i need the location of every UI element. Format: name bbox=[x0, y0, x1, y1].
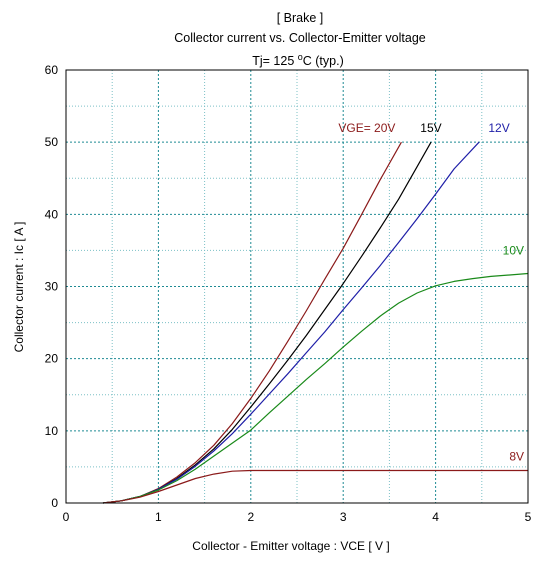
series-label-10v: 10V bbox=[503, 244, 524, 258]
series-label-vge-20v: VGE= 20V bbox=[338, 121, 395, 135]
x-tick-label: 1 bbox=[155, 510, 162, 524]
x-tick-label: 0 bbox=[63, 510, 70, 524]
x-tick-label: 4 bbox=[432, 510, 439, 524]
chart-title-line2: Collector current vs. Collector-Emitter … bbox=[174, 31, 426, 45]
x-tick-label: 5 bbox=[525, 510, 532, 524]
series-label-8v: 8V bbox=[509, 450, 524, 464]
y-tick-label: 60 bbox=[45, 63, 59, 77]
condition-prefix: Tj= 125 bbox=[252, 54, 298, 68]
series-label-15v: 15V bbox=[420, 121, 441, 135]
x-axis-label: Collector - Emitter voltage : VCE [ V ] bbox=[192, 539, 389, 553]
series-line-8v bbox=[103, 471, 528, 504]
condition-suffix: C (typ.) bbox=[303, 54, 344, 68]
y-tick-label: 30 bbox=[45, 280, 59, 294]
y-tick-labels: 0 10 20 30 40 50 60 bbox=[45, 63, 59, 510]
series-line-10v bbox=[103, 274, 528, 504]
chart-title-line1: [ Brake ] bbox=[277, 11, 324, 25]
series-label-12v: 12V bbox=[488, 121, 509, 135]
y-tick-label: 10 bbox=[45, 424, 59, 438]
grid bbox=[66, 70, 528, 503]
series-curves bbox=[103, 142, 528, 503]
y-tick-label: 50 bbox=[45, 135, 59, 149]
y-axis-label: Collector current : Ic [ A ] bbox=[12, 222, 26, 353]
y-tick-label: 0 bbox=[51, 496, 58, 510]
y-tick-label: 40 bbox=[45, 207, 59, 221]
series-labels: VGE= 20V 15V 12V 10V 8V bbox=[338, 121, 524, 463]
x-tick-label: 3 bbox=[340, 510, 347, 524]
y-tick-label: 20 bbox=[45, 352, 59, 366]
x-tick-labels: 0 1 2 3 4 5 bbox=[63, 510, 532, 524]
chart-condition: Tj= 125 oC (typ.) bbox=[252, 52, 344, 68]
x-tick-label: 2 bbox=[247, 510, 254, 524]
